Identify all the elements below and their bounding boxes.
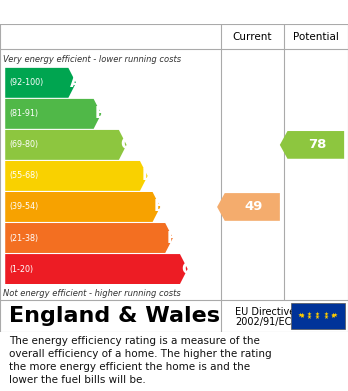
Text: Current: Current [232, 32, 272, 42]
Text: ★: ★ [331, 314, 335, 319]
Text: F: F [167, 231, 177, 246]
Text: ★: ★ [300, 313, 304, 317]
Text: ★: ★ [306, 315, 311, 320]
Text: E: E [154, 199, 164, 215]
Text: ★: ★ [300, 314, 304, 319]
Text: England & Wales: England & Wales [9, 306, 220, 326]
Text: EU Directive: EU Directive [235, 307, 295, 317]
Text: ★: ★ [315, 312, 320, 317]
Text: (81-91): (81-91) [9, 109, 39, 118]
Text: 49: 49 [245, 201, 263, 213]
Text: G: G [181, 262, 194, 276]
Text: ★: ★ [324, 315, 329, 320]
FancyBboxPatch shape [291, 303, 345, 329]
Text: C: C [120, 137, 132, 152]
Polygon shape [5, 223, 173, 253]
Text: Not energy efficient - higher running costs: Not energy efficient - higher running co… [3, 289, 181, 298]
Text: Potential: Potential [293, 32, 339, 42]
Text: (69-80): (69-80) [9, 140, 39, 149]
Text: ★: ★ [333, 314, 338, 318]
Text: Energy Efficiency Rating: Energy Efficiency Rating [10, 3, 239, 21]
Text: (55-68): (55-68) [9, 171, 39, 180]
Polygon shape [5, 130, 127, 160]
Polygon shape [5, 161, 148, 191]
Text: The energy efficiency rating is a measure of the
overall efficiency of a home. T: The energy efficiency rating is a measur… [9, 336, 271, 385]
Polygon shape [5, 192, 160, 222]
Text: (92-100): (92-100) [9, 78, 44, 87]
Text: (1-20): (1-20) [9, 265, 33, 274]
Text: ★: ★ [306, 312, 311, 317]
Text: ★: ★ [324, 312, 329, 317]
Polygon shape [5, 254, 188, 284]
Polygon shape [5, 99, 101, 129]
Text: B: B [95, 106, 107, 121]
Text: ★: ★ [297, 314, 302, 318]
Text: Very energy efficient - lower running costs: Very energy efficient - lower running co… [3, 55, 182, 64]
Polygon shape [280, 131, 344, 159]
Text: 78: 78 [308, 138, 327, 151]
Text: A: A [70, 75, 81, 90]
Text: 2002/91/EC: 2002/91/EC [235, 317, 291, 326]
Text: D: D [141, 169, 154, 183]
Text: ★: ★ [315, 315, 320, 320]
Polygon shape [5, 68, 76, 98]
Text: (39-54): (39-54) [9, 203, 39, 212]
Text: ★: ★ [331, 313, 335, 317]
Polygon shape [217, 193, 280, 221]
Text: (21-38): (21-38) [9, 233, 39, 242]
